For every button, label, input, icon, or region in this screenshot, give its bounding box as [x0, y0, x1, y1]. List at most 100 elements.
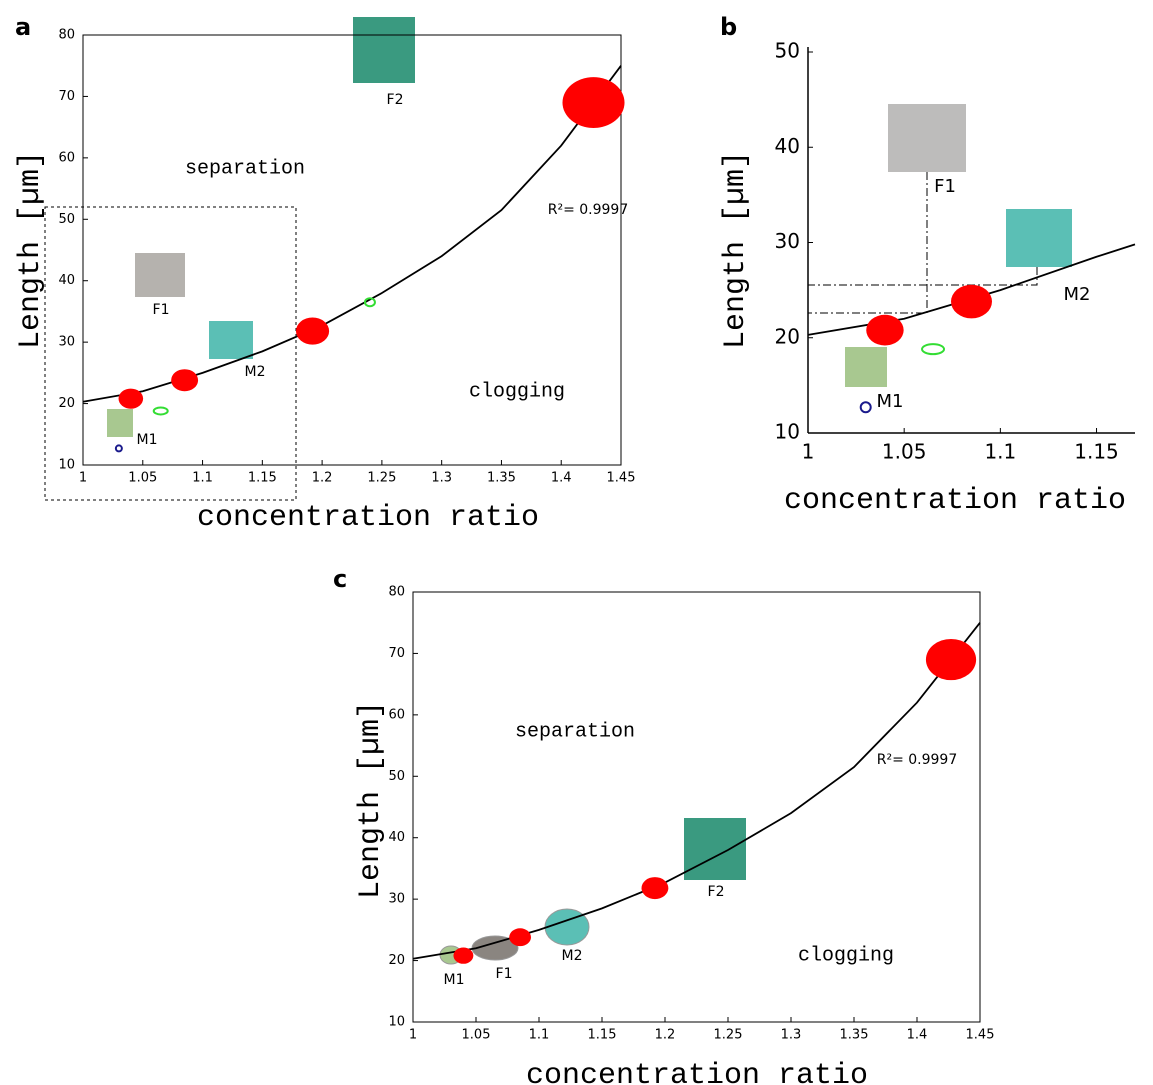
- x-axis-label: concentration ratio: [197, 501, 539, 535]
- image-label: M2: [245, 364, 266, 380]
- x-tick-label: 1.45: [966, 1028, 995, 1043]
- y-tick-label: 20: [775, 324, 800, 348]
- x-tick-label: 1: [802, 440, 815, 464]
- y-tick-label: 20: [58, 396, 75, 411]
- y-tick-label: 60: [58, 150, 75, 165]
- x-tick-label: 1.35: [840, 1028, 869, 1043]
- image-label: M2: [1064, 284, 1091, 305]
- y-tick-label: 60: [388, 707, 405, 722]
- y-tick-label: 80: [388, 585, 405, 600]
- x-axis-label: concentration ratio: [784, 484, 1126, 518]
- image-label: M1: [877, 391, 904, 412]
- x-tick-label: 1.15: [248, 471, 277, 486]
- zoom-box: [44, 206, 297, 501]
- x-tick-label: 1.4: [551, 471, 572, 486]
- annotation: separation: [515, 720, 635, 743]
- x-tick-label: 1.15: [588, 1028, 617, 1043]
- x-tick-label: 1.2: [312, 471, 333, 486]
- specimen-image: [209, 321, 253, 359]
- specimen-image: [845, 347, 887, 387]
- red-point: [641, 877, 669, 900]
- specimen-image: [107, 409, 133, 437]
- x-tick-label: 1.15: [1074, 440, 1119, 464]
- red-point: [118, 388, 144, 409]
- red-point: [562, 77, 625, 128]
- y-tick-label: 10: [388, 1015, 405, 1030]
- image-label: M1: [444, 972, 465, 988]
- specimen-image: [888, 104, 966, 172]
- annotation: clogging: [798, 944, 894, 967]
- image-label: M1: [137, 432, 158, 448]
- x-tick-label: 1.3: [431, 471, 452, 486]
- annotation: clogging: [469, 380, 565, 403]
- y-tick-label: 40: [388, 830, 405, 845]
- x-tick-label: 1.05: [462, 1028, 491, 1043]
- y-tick-label: 50: [58, 212, 75, 227]
- panel-label: a: [15, 13, 31, 41]
- red-point: [925, 638, 977, 681]
- x-tick-label: 1.05: [882, 440, 927, 464]
- x-tick-label: 1.3: [781, 1028, 802, 1043]
- panel-label: c: [333, 565, 347, 593]
- y-tick-label: 50: [775, 39, 800, 63]
- image-label: F1: [153, 302, 170, 318]
- y-axis-label: Length [µm]: [719, 151, 753, 349]
- specimen-image: [1006, 209, 1072, 267]
- red-point: [951, 284, 992, 319]
- specimen-image: [471, 935, 519, 961]
- x-tick-label: 1.35: [487, 471, 516, 486]
- y-tick-label: 10: [58, 458, 75, 473]
- y-tick-label: 20: [388, 953, 405, 968]
- x-tick-label: 1.05: [128, 471, 157, 486]
- red-point: [453, 947, 474, 964]
- y-tick-label: 40: [58, 273, 75, 288]
- red-point: [866, 314, 904, 346]
- specimen-image: [353, 17, 415, 83]
- plot-frame: [412, 591, 981, 1023]
- specimen-image: [684, 818, 746, 880]
- x-tick-label: 1.25: [714, 1028, 743, 1043]
- y-axis-label: Length [µm]: [14, 151, 48, 349]
- annotation: R²= 0.9997: [877, 752, 958, 768]
- red-point: [171, 369, 199, 392]
- green-point: [921, 343, 946, 356]
- image-label: F2: [387, 92, 404, 108]
- image-label: F1: [934, 176, 956, 197]
- x-tick-label: 1.1: [529, 1028, 550, 1043]
- panel: 1 1.05 1.1 1.15 1.2 1.25 1.3 1.35 1.4 1.45 10 20 30 4…: [14, 13, 636, 535]
- image-label: F1: [496, 966, 513, 982]
- y-tick-label: 40: [775, 134, 800, 158]
- x-tick-label: 1.2: [655, 1028, 676, 1043]
- panel-label: b: [720, 13, 737, 41]
- x-tick-label: 1: [79, 471, 87, 486]
- green-point: [363, 297, 376, 308]
- x-tick-label: 1.25: [367, 471, 396, 486]
- y-tick-label: 30: [775, 229, 800, 253]
- y-axis-label: Length [µm]: [354, 701, 388, 899]
- specimen-image: [135, 253, 185, 297]
- blue-point: [114, 444, 123, 453]
- x-tick-label: 1.1: [192, 471, 213, 486]
- x-tick-label: 1.4: [907, 1028, 928, 1043]
- image-label: M2: [562, 948, 583, 964]
- annotation: separation: [185, 157, 305, 180]
- y-tick-label: 70: [388, 646, 405, 661]
- image-label: F2: [708, 884, 725, 900]
- blue-point: [859, 401, 872, 414]
- x-tick-label: 1.1: [984, 440, 1016, 464]
- y-tick-label: 10: [775, 420, 800, 444]
- panel: 1 1.05 1.1 1.15 1.2 1.25 1.3 1.35 1.4 1.45 10 20 30 4…: [333, 565, 994, 1085]
- red-point: [509, 928, 531, 947]
- y-tick-label: 30: [58, 335, 75, 350]
- red-point: [295, 317, 330, 345]
- plot-frame: [82, 34, 622, 466]
- y-tick-label: 80: [58, 28, 75, 43]
- x-axis-label: concentration ratio: [526, 1059, 868, 1085]
- y-tick-label: 50: [388, 769, 405, 784]
- fit-curve: [412, 622, 981, 960]
- green-point: [152, 406, 169, 416]
- x-tick-label: 1: [409, 1028, 417, 1043]
- leader-lines: [808, 172, 1038, 314]
